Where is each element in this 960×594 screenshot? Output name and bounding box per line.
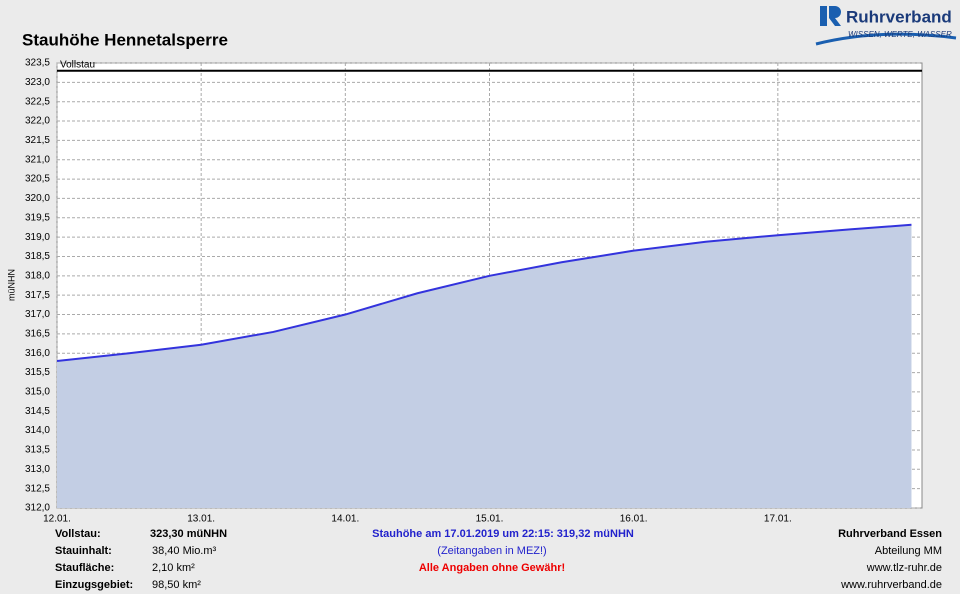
y-tick-label: 315,0 [25,387,50,398]
y-tick-label: 312,5 [25,483,50,494]
footer-org: Ruhrverband Essen [838,528,942,540]
y-tick-label: 316,0 [25,348,50,359]
y-tick-label: 317,0 [25,309,50,320]
footer-label: Vollstau: [55,528,101,540]
x-tick-label: 14.01. [331,514,359,525]
y-tick-label: 313,5 [25,445,50,456]
footer-value: 323,30 müNHN [150,528,227,540]
footer-dept: Abteilung MM [875,545,942,557]
y-tick-label: 316,5 [25,329,50,340]
footer-label: Staufläche: [55,562,114,574]
footer-value: 2,10 km² [152,562,195,574]
x-tick-label: 15.01. [476,514,504,525]
y-tick-label: 315,5 [25,367,50,378]
logo-mark [829,6,841,26]
footer-value: 98,50 km² [152,579,201,591]
y-tick-label: 320,0 [25,193,50,204]
x-tick-label: 13.01. [187,514,215,525]
logo: Ruhrverband WISSEN, WERTE, WASSER [815,6,957,46]
area [57,224,912,508]
y-tick-label: 314,5 [25,406,50,417]
logo-swoosh [815,32,957,46]
footer-note: (Zeitangaben in MEZ!) [437,545,546,557]
y-tick-label: 320,5 [25,174,50,185]
y-tick-label: 321,0 [25,154,50,165]
y-tick-label: 319,5 [25,212,50,223]
y-axis-label: müNHN [6,269,16,301]
footer: Vollstau: 323,30 müNHN Stauinhalt: 38,40… [55,528,942,591]
footer-label: Stauinhalt: [55,545,112,557]
y-tick-label: 317,5 [25,290,50,301]
y-tick-label: 314,0 [25,425,50,436]
logo-slogan: WISSEN, WERTE, WASSER [848,30,952,39]
line [56,223,912,362]
logo-mark [820,6,827,26]
footer-status: Stauhöhe am 17.01.2019 um 22:15: 319,32 … [372,528,634,540]
footer-disclaimer: Alle Angaben ohne Gewähr! [419,562,565,574]
footer-url: www.tlz-ruhr.de [866,562,942,574]
y-tick-label: 323,5 [25,58,50,69]
y-tick-label: 322,0 [25,116,50,127]
y-tick-label: 312,0 [25,503,50,514]
y-tick-label: 313,0 [25,464,50,475]
y-tick-label: 323,0 [25,77,50,88]
x-tick-label: 16.01. [620,514,648,525]
y-tick-label: 318,5 [25,251,50,262]
footer-url: www.ruhrverband.de [840,579,942,591]
x-tick-label: 17.01. [764,514,792,525]
chart-title: Stauhöhe Hennetalsperre [22,30,228,49]
footer-value: 38,40 Mio.m³ [152,545,217,557]
x-tick-label: 12.01. [43,514,71,525]
footer-label: Einzugsgebiet: [55,579,133,591]
y-tick-label: 319,0 [25,232,50,243]
y-tick-label: 321,5 [25,135,50,146]
y-tick-label: 318,0 [25,270,50,281]
logo-name: Ruhrverband [846,7,952,26]
y-tick-label: 322,5 [25,96,50,107]
reference-label: Vollstau [60,59,95,70]
